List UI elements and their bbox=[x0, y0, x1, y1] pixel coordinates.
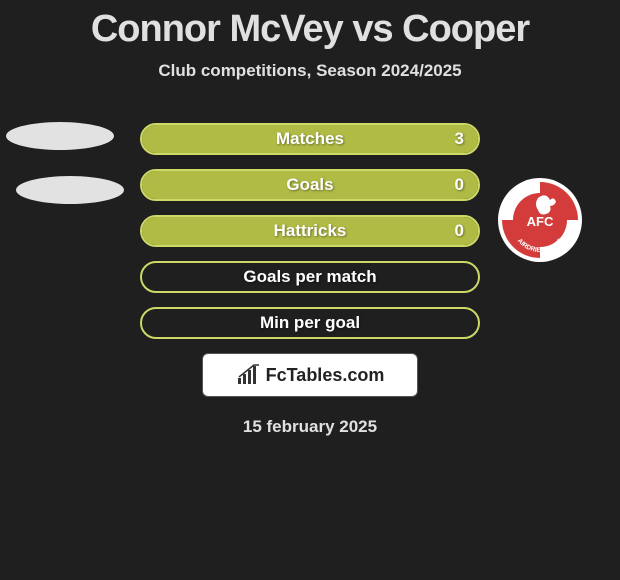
stats-panel: Matches 3 Goals 0 Hattricks 0 Goals per … bbox=[140, 123, 480, 339]
stat-row-min-per-goal: Min per goal bbox=[140, 307, 480, 339]
club-badge-right: AFC AIRDRIEONIANS bbox=[498, 178, 582, 262]
stat-row-matches: Matches 3 bbox=[140, 123, 480, 155]
svg-text:AFC: AFC bbox=[527, 214, 554, 229]
brand-badge: FcTables.com bbox=[202, 353, 418, 397]
date-text: 15 february 2025 bbox=[0, 417, 620, 437]
stat-value-right: 0 bbox=[455, 175, 464, 195]
stat-value-right: 3 bbox=[455, 129, 464, 149]
brand-text: FcTables.com bbox=[266, 365, 385, 386]
bars-icon bbox=[236, 364, 262, 386]
stat-label: Goals bbox=[286, 175, 333, 195]
stat-label: Hattricks bbox=[274, 221, 347, 241]
subtitle: Club competitions, Season 2024/2025 bbox=[0, 61, 620, 81]
stat-label: Matches bbox=[276, 129, 344, 149]
stat-label: Goals per match bbox=[243, 267, 376, 287]
stat-value-right: 0 bbox=[455, 221, 464, 241]
page-title: Connor McVey vs Cooper bbox=[0, 0, 620, 51]
stat-label: Min per goal bbox=[260, 313, 360, 333]
player-left-oval-1 bbox=[6, 122, 114, 150]
player-left-oval-2 bbox=[16, 176, 124, 204]
stat-row-hattricks: Hattricks 0 bbox=[140, 215, 480, 247]
stat-row-goals: Goals 0 bbox=[140, 169, 480, 201]
stat-row-goals-per-match: Goals per match bbox=[140, 261, 480, 293]
club-badge-icon: AFC AIRDRIEONIANS bbox=[498, 178, 582, 262]
